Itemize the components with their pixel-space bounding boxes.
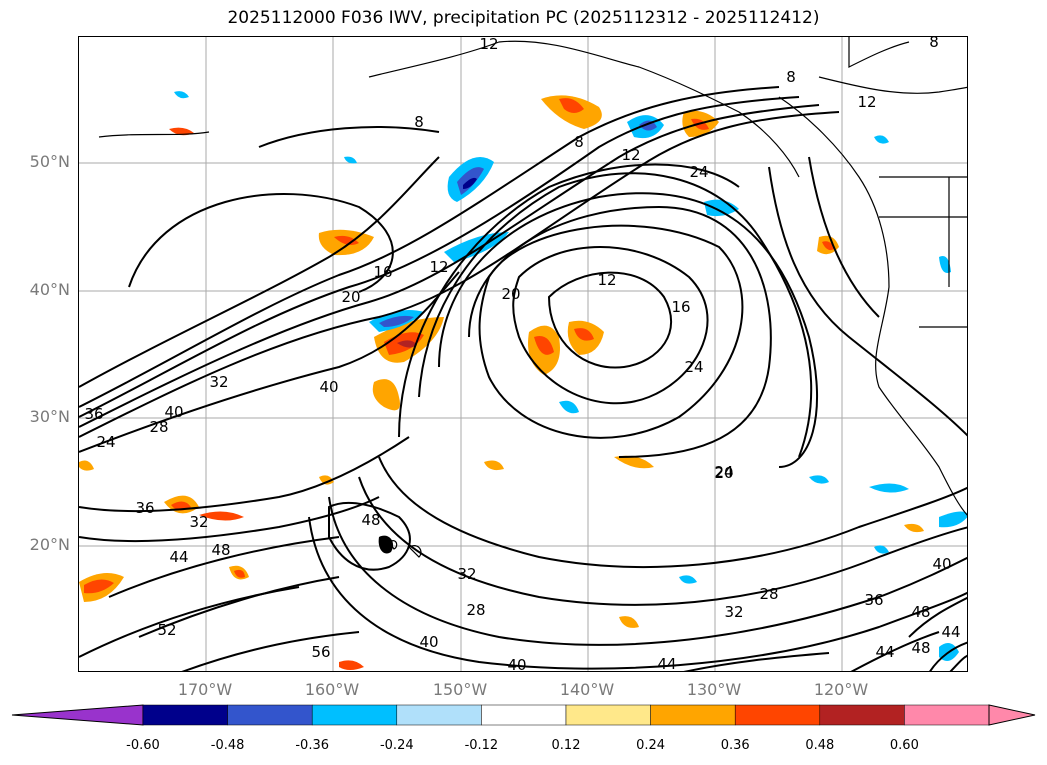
colorbar-segment — [819, 704, 905, 726]
contour-label: 40 — [507, 656, 526, 672]
colorbar-segment — [650, 704, 736, 726]
colorbar-tick-label: -0.48 — [210, 738, 245, 753]
contour-label: 40 — [319, 378, 338, 396]
lon-label-140w: 140°W — [559, 680, 615, 699]
contour-label: 48 — [211, 541, 230, 559]
contour-label: 48 — [361, 511, 380, 529]
contour-label: 12 — [621, 146, 640, 164]
lat-label-50n: 50°N — [29, 152, 70, 171]
contour-label: 24 — [684, 358, 703, 376]
contour-label: 44 — [875, 643, 894, 661]
contour-label: 44 — [657, 655, 676, 672]
contour-label: 36 — [84, 405, 103, 423]
colorbar-tick-label: 0.24 — [636, 738, 666, 753]
lon-label-160w: 160°W — [304, 680, 360, 699]
colorbar-tick-label: 0.12 — [551, 738, 581, 753]
colorbar-segment — [904, 704, 990, 726]
contour-label: 16 — [671, 298, 690, 316]
map-panel: 12 8 8 12 24 12 16 20 24 12 20 16 24 32 … — [78, 36, 968, 672]
colorbar-segment — [565, 704, 651, 726]
contour-label: 8 — [786, 68, 796, 86]
colorbar-tick-label: 0.60 — [889, 738, 919, 753]
contour-label: 20 — [714, 464, 733, 482]
contour-label: 16 — [373, 263, 392, 281]
colorbar-extend-max — [988, 704, 1036, 726]
contour-label: 44 — [941, 623, 960, 641]
contour-label: 40 — [164, 403, 183, 421]
iwv-contours — [79, 86, 967, 671]
contour-label: 36 — [135, 499, 154, 517]
precip-negative-shading — [174, 91, 967, 661]
lon-label-120w: 120°W — [813, 680, 869, 699]
contour-label: 32 — [457, 565, 476, 583]
colorbar-tick-label: -0.24 — [379, 738, 414, 753]
lon-label-150w: 150°W — [432, 680, 488, 699]
lat-label-30n: 30°N — [29, 407, 70, 426]
graticule — [79, 37, 967, 671]
contour-label: 12 — [429, 258, 448, 276]
contour-label: 8 — [574, 133, 584, 151]
contour-label: 12 — [597, 271, 616, 289]
colorbar-segment — [734, 704, 821, 726]
colorbar-segment — [227, 704, 313, 726]
colorbar — [11, 704, 1036, 726]
contour-label: 20 — [341, 288, 360, 306]
contour-label: 24 — [714, 463, 733, 481]
contour-label: 48 — [911, 603, 930, 621]
contour-label: 28 — [466, 601, 485, 619]
colorbar-segment — [311, 704, 398, 726]
iwv-contour-map: 12 8 8 12 24 12 16 20 24 12 20 16 24 32 … — [79, 37, 967, 672]
colorbar-tick-label: -0.12 — [464, 738, 499, 753]
colorbar-segment — [396, 704, 482, 726]
colorbar-tick-label: -0.60 — [126, 738, 160, 753]
contour-label: 12 — [479, 37, 498, 53]
precip-positive-shading — [79, 95, 924, 670]
lat-label-40n: 40°N — [29, 280, 70, 299]
contour-label: 48 — [911, 639, 930, 657]
contour-label: 20 — [501, 285, 520, 303]
contour-label: 28 — [149, 418, 168, 436]
coastlines — [98, 37, 967, 558]
contour-label: 36 — [864, 591, 883, 609]
chart-title: 2025112000 F036 IWV, precipitation PC (2… — [227, 8, 820, 28]
hawaii-landmass — [378, 535, 394, 554]
colorbar-tick-label: 0.36 — [720, 738, 750, 753]
lat-label-20n: 20°N — [29, 535, 70, 554]
contour-label: 8 — [929, 37, 939, 51]
contour-label: 32 — [724, 603, 743, 621]
contour-label: 24 — [689, 163, 708, 181]
contour-label: 40 — [419, 633, 438, 651]
lon-label-170w: 170°W — [177, 680, 233, 699]
colorbar-extend-min — [11, 704, 144, 726]
lon-label-130w: 130°W — [686, 680, 742, 699]
contour-label: 44 — [169, 548, 188, 566]
contour-labels: 12 8 8 12 24 12 16 20 24 12 20 16 24 32 … — [84, 37, 960, 672]
colorbar-segment — [142, 704, 228, 726]
contour-label: 52 — [157, 621, 176, 639]
contour-label: 32 — [189, 513, 208, 531]
contour-label: 40 — [932, 555, 951, 573]
contour-label: 24 — [96, 433, 115, 451]
contour-label: 32 — [209, 373, 228, 391]
contour-label: 8 — [414, 113, 424, 131]
contour-label: 28 — [759, 585, 778, 603]
contour-label: 12 — [857, 93, 876, 111]
contour-label: 56 — [311, 643, 330, 661]
colorbar-segment — [481, 704, 567, 726]
colorbar-tick-label: 0.48 — [805, 738, 835, 753]
colorbar-tick-label: -0.36 — [295, 738, 329, 753]
colorbar-segments — [11, 704, 1036, 726]
